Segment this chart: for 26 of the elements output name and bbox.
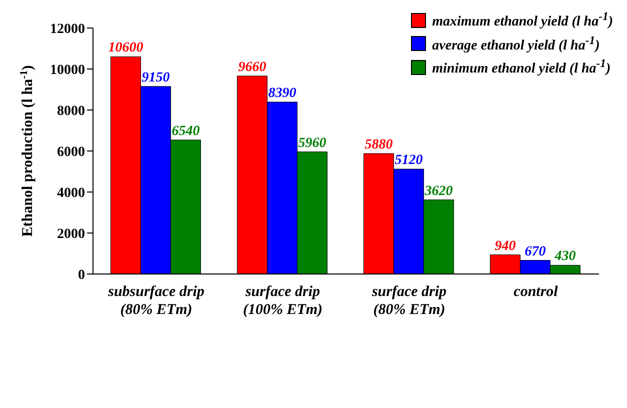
data-label: 5880 (364, 137, 393, 152)
x-tick-label: control (514, 284, 559, 300)
y-tick-label: 0 (78, 268, 85, 283)
x-tick-label: surface drip (80% ETm) (370, 284, 448, 318)
data-label: 8390 (268, 86, 296, 102)
data-label: 3620 (424, 184, 453, 199)
y-tick-label: 4000 (57, 186, 85, 201)
y-tick-label: 10000 (50, 62, 85, 78)
legend-label: average ethanol yield (l ha$^{-1}$) (432, 34, 600, 54)
legend-label: minimum ethanol yield (l ha$^{-1}$) (432, 57, 611, 78)
data-label: 670 (524, 244, 546, 260)
x-tick-label: subsurface drip (80% ETm) (107, 284, 205, 318)
y-tick-label: 2000 (57, 226, 85, 242)
y-tick-label: 8000 (57, 104, 85, 119)
data-label: 5960 (298, 136, 326, 151)
data-label: 940 (494, 238, 516, 254)
data-label: 10600 (108, 40, 144, 56)
x-tick-label: surface drip (100% ETm) (242, 284, 323, 318)
y-tick-label: 6000 (57, 144, 85, 160)
data-label: 6540 (172, 124, 200, 139)
data-label: 9150 (142, 70, 170, 86)
data-label: 430 (554, 249, 576, 264)
y-tick-label: 12000 (50, 22, 85, 37)
legend-label: maximum ethanol yield (l ha$^{-1}$) (432, 10, 613, 31)
data-label: 9660 (238, 60, 266, 75)
data-label: 5120 (394, 153, 423, 168)
